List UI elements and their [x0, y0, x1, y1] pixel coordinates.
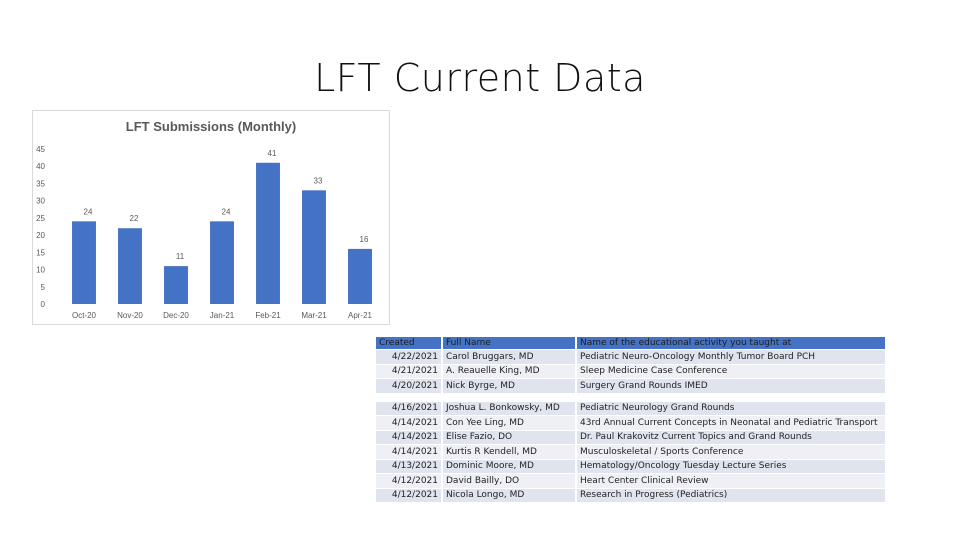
table-row: 4/21/2021 A. Reauelle King, MD Sleep Medic… [376, 364, 887, 379]
y-tick-label: 30 [36, 197, 45, 206]
bar [256, 162, 280, 304]
group-separator [376, 393, 887, 402]
table-row: 4/14/2021 Elise Fazio, DO Dr. Paul Krakovi… [376, 430, 887, 445]
x-tick-label: Nov-20 [117, 311, 143, 320]
cell-activity: Pediatric Neuro-Oncology Monthly Tumor B… [576, 349, 887, 365]
cell-activity: Hematology/Oncology Tuesday Lecture Seri… [576, 459, 887, 474]
bar [210, 221, 234, 304]
submissions-table-container: Created Full Name Name of the educationa… [376, 337, 887, 503]
bar [302, 190, 326, 304]
y-tick-label: 45 [36, 145, 45, 154]
cell-full-name: David Bailly, DO [442, 473, 577, 489]
cell-activity: Musculoskeletal / Sports Conference [576, 444, 887, 460]
data-label: 41 [268, 149, 277, 158]
x-tick-label: Apr-21 [348, 311, 373, 320]
table-row: 4/22/2021 Carol Bruggars, MD Pediatric Neu… [376, 349, 887, 365]
cell-full-name: Kurtis R Kendell, MD [442, 444, 577, 460]
cell-created: 4/16/2021 [376, 401, 443, 416]
bar [72, 221, 96, 304]
chart-title: LFT Submissions (Monthly) [126, 119, 296, 134]
cell-activity: Research in Progress (Pediatrics) [576, 488, 887, 503]
chart-canvas: LFT Submissions (Monthly) 0 5 10 15 20 25 30 35… [36, 119, 373, 320]
y-tick-label: 5 [41, 283, 46, 292]
cell-full-name: Nicola Longo, MD [442, 488, 577, 503]
cell-full-name: Elise Fazio, DO [442, 430, 577, 445]
cell-full-name: Con Yee Ling, MD [442, 415, 577, 431]
table-row: 4/14/2021 Con Yee Ling, MD 43rd Annual Cur… [376, 415, 887, 431]
bar [118, 228, 142, 304]
y-tick-label: 20 [36, 231, 45, 240]
cell-created: 4/20/2021 [376, 378, 443, 394]
y-tick-label: 35 [36, 179, 45, 188]
x-tick-label: Mar-21 [301, 311, 327, 320]
bar [348, 248, 372, 304]
bar [164, 266, 188, 304]
data-label: 16 [360, 235, 369, 244]
cell-created: 4/14/2021 [376, 430, 443, 445]
submissions-chart: LFT Submissions (Monthly) 0 5 10 15 20 25 30 35… [32, 110, 390, 325]
y-tick-label: 10 [36, 266, 45, 275]
y-tick-label: 25 [36, 214, 45, 223]
data-label: 11 [176, 252, 185, 261]
data-label: 22 [130, 214, 139, 223]
table-header-row: Created Full Name Name of the educationa… [376, 337, 887, 350]
cell-full-name: Dominic Moore, MD [442, 459, 577, 474]
table-row: 4/13/2021 Dominic Moore, MD Hematology/Onc… [376, 459, 887, 474]
cell-created: 4/12/2021 [376, 473, 443, 489]
cell-full-name: Nick Byrge, MD [442, 378, 577, 394]
cell-full-name: Joshua L. Bonkowsky, MD [442, 401, 577, 416]
cell-created: 4/14/2021 [376, 444, 443, 460]
table-row: 4/14/2021 Kurtis R Kendell, MD Musculoskel… [376, 444, 887, 460]
cell-activity: Pediatric Neurology Grand Rounds [576, 401, 887, 416]
data-label: 33 [314, 176, 323, 185]
separator-cell [376, 393, 887, 402]
table-row: 4/12/2021 David Bailly, DO Heart Center Cl… [376, 473, 887, 489]
data-label: 24 [222, 207, 231, 216]
table-row: 4/12/2021 Nicola Longo, MD Research in Pro… [376, 488, 887, 503]
submissions-table: Created Full Name Name of the educationa… [376, 337, 887, 503]
x-tick-label: Oct-20 [72, 311, 97, 320]
y-tick-label: 15 [36, 248, 45, 257]
header-full-name: Full Name [442, 337, 577, 350]
table-row: 4/16/2021 Joshua L. Bonkowsky, MD Pediatri… [376, 401, 887, 416]
cell-activity: Dr. Paul Krakovitz Current Topics and Gr… [576, 430, 887, 445]
slide-title: LFT Current Data [314, 56, 646, 100]
header-activity: Name of the educational activity you tau… [576, 337, 887, 350]
data-label: 24 [84, 207, 93, 216]
cell-activity: Surgery Grand Rounds IMED [576, 378, 887, 394]
cell-activity: Sleep Medicine Case Conference [576, 364, 887, 379]
cell-created: 4/14/2021 [376, 415, 443, 431]
table-row: 4/20/2021 Nick Byrge, MD Surgery Grand Rou… [376, 378, 887, 394]
x-tick-label: Feb-21 [255, 311, 281, 320]
cell-full-name: Carol Bruggars, MD [442, 349, 577, 365]
cell-activity: 43rd Annual Current Concepts in Neonatal… [576, 415, 887, 431]
cell-created: 4/13/2021 [376, 459, 443, 474]
x-tick-label: Dec-20 [163, 311, 189, 320]
cell-created: 4/12/2021 [376, 488, 443, 503]
cell-created: 4/22/2021 [376, 349, 443, 365]
header-created: Created [376, 337, 443, 350]
cell-full-name: A. Reauelle King, MD [442, 364, 577, 379]
y-tick-label: 40 [36, 162, 45, 171]
cell-activity: Heart Center Clinical Review [576, 473, 887, 489]
cell-created: 4/21/2021 [376, 364, 443, 379]
x-tick-label: Jan-21 [210, 311, 235, 320]
y-tick-label: 0 [41, 300, 46, 309]
